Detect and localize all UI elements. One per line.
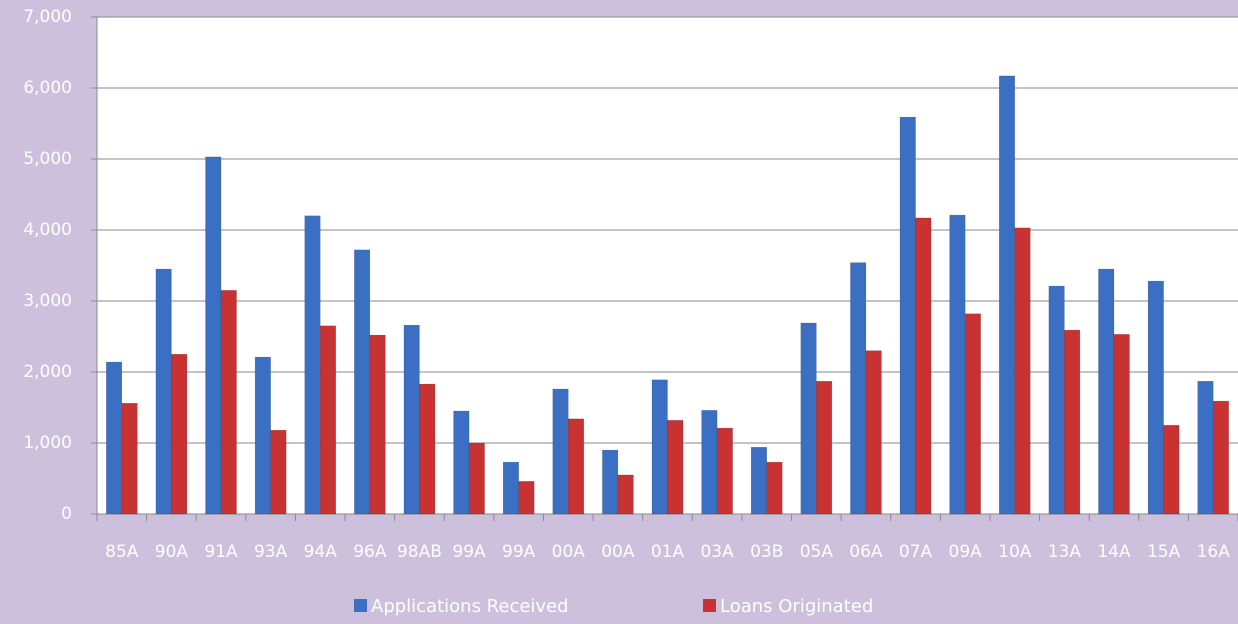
x-tick-label: 03A xyxy=(700,542,734,562)
bar xyxy=(319,325,336,515)
bar xyxy=(254,356,271,515)
legend-text: Loans Originated xyxy=(720,596,873,617)
bar xyxy=(1048,285,1065,515)
bar xyxy=(502,461,519,515)
legend-text: Applications Received xyxy=(371,596,569,617)
x-tick-label: 99A xyxy=(502,542,536,562)
bar xyxy=(155,268,172,515)
bar xyxy=(270,429,287,515)
bar xyxy=(1064,329,1081,515)
legend-swatch xyxy=(703,599,716,612)
bar xyxy=(850,262,867,515)
bar xyxy=(304,215,321,515)
y-tick-label: 4,000 xyxy=(23,220,72,240)
bar xyxy=(220,290,237,515)
y-tick-label: 1,000 xyxy=(23,433,72,453)
x-tick-label: 13A xyxy=(1048,542,1082,562)
bar xyxy=(369,334,386,515)
x-tick-label: 10A xyxy=(998,542,1032,562)
bar xyxy=(1212,400,1229,515)
bar xyxy=(1113,334,1130,515)
bar xyxy=(453,410,470,515)
bar xyxy=(716,427,733,515)
bar xyxy=(602,449,619,515)
x-tick-label: 01A xyxy=(651,542,685,562)
bar xyxy=(667,420,684,515)
bar xyxy=(617,474,634,515)
bar xyxy=(468,442,485,515)
y-tick-label: 3,000 xyxy=(23,291,72,311)
x-tick-label: 00A xyxy=(552,542,586,562)
x-tick-label: 15A xyxy=(1147,542,1181,562)
y-tick-label: 5,000 xyxy=(23,149,72,169)
bar xyxy=(1098,268,1115,515)
x-tick-label: 96A xyxy=(353,542,387,562)
bar xyxy=(171,354,188,515)
legend-swatch xyxy=(354,599,367,612)
x-tick-label: 06A xyxy=(849,542,883,562)
bar xyxy=(354,249,371,515)
x-tick-label: 99A xyxy=(452,542,486,562)
x-tick-label: 85A xyxy=(105,542,139,562)
x-tick-label: 07A xyxy=(899,542,933,562)
bar xyxy=(518,481,535,515)
bar xyxy=(1014,227,1031,515)
bar xyxy=(800,322,817,515)
bar xyxy=(915,217,932,515)
x-tick-label: 03B xyxy=(750,542,783,562)
y-tick-label: 7,000 xyxy=(23,7,72,27)
bar xyxy=(552,388,569,515)
bar xyxy=(106,361,123,515)
x-tick-label: 90A xyxy=(155,542,189,562)
x-tick-label: 93A xyxy=(254,542,288,562)
x-tick-label: 98AB xyxy=(397,542,442,562)
bar xyxy=(651,379,668,515)
x-tick-label: 14A xyxy=(1097,542,1131,562)
bar xyxy=(701,410,718,515)
x-tick-label: 16A xyxy=(1197,542,1231,562)
bar xyxy=(1163,425,1180,515)
bar xyxy=(964,313,981,515)
bar xyxy=(205,156,222,515)
bar xyxy=(865,350,882,515)
y-tick-label: 2,000 xyxy=(23,362,72,382)
bar xyxy=(949,214,966,515)
bar xyxy=(766,461,783,515)
bar xyxy=(568,418,585,515)
bar xyxy=(403,324,420,515)
x-tick-label: 91A xyxy=(204,542,238,562)
bar xyxy=(1197,380,1214,515)
bar xyxy=(121,402,138,515)
x-tick-label: 09A xyxy=(949,542,983,562)
bar xyxy=(999,75,1016,515)
x-tick-label: 00A xyxy=(601,542,635,562)
bar xyxy=(750,447,767,515)
bar xyxy=(816,380,833,515)
x-tick-label: 05A xyxy=(800,542,834,562)
bar xyxy=(419,383,436,515)
bar xyxy=(899,116,916,515)
x-tick-label: 94A xyxy=(304,542,338,562)
y-tick-label: 6,000 xyxy=(23,78,72,98)
y-tick-label: 0 xyxy=(61,504,72,524)
bar xyxy=(1147,280,1164,515)
